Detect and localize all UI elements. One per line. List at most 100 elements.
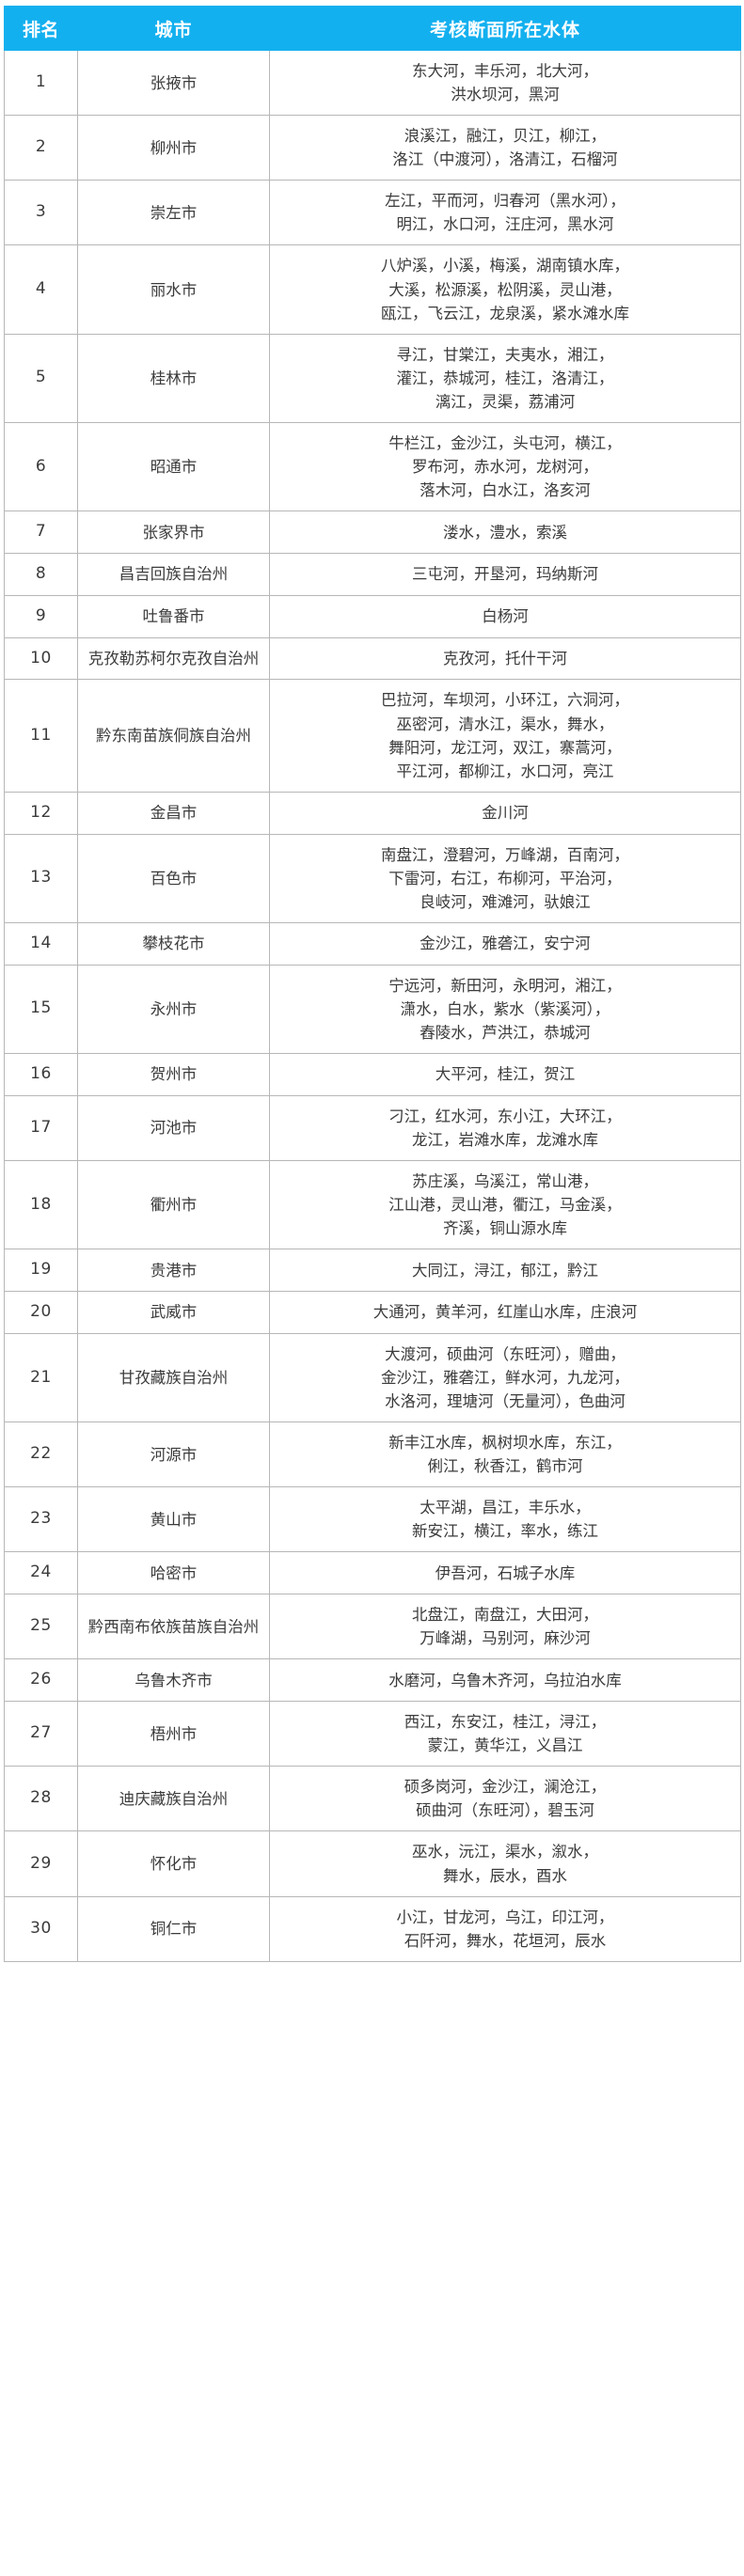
cell-water-bodies: 金川河	[269, 791, 741, 835]
cell-water-bodies: 水磨河，乌鲁木齐河，乌拉泊水库	[269, 1658, 741, 1703]
water-body-line: 水洛河，理塘河（无量河），色曲河	[385, 1391, 625, 1410]
cell-city: 哈密市	[77, 1551, 270, 1595]
cell-city: 贺州市	[77, 1052, 270, 1096]
cell-rank: 17	[4, 1094, 78, 1161]
header-row: 排名 城市 考核断面所在水体	[4, 6, 741, 51]
cell-water-bodies: 左江，平而河，归春河（黑水河）， 明江，水口河，汪庄河，黑水河	[269, 180, 741, 246]
cell-rank: 13	[4, 833, 78, 923]
cell-rank: 6	[4, 421, 78, 512]
cell-water-bodies: 西江，东安江，桂江，浔江， 蒙江，黄华江，义昌江	[269, 1701, 741, 1767]
water-body-line: 水磨河，乌鲁木齐河，乌拉泊水库	[388, 1671, 622, 1689]
cell-city: 吐鲁番市	[77, 594, 270, 638]
water-body-line: 大溪，松源溪，松阴溪，灵山港，	[388, 280, 622, 299]
table-row: 3 崇左市 左江，平而河，归春河（黑水河）， 明江，水口河，汪庄河，黑水河	[4, 180, 741, 246]
cell-rank: 23	[4, 1486, 78, 1553]
cell-city: 黄山市	[77, 1486, 270, 1553]
column-header-water-body: 考核断面所在水体	[269, 6, 741, 51]
cell-water-bodies: 硕多岗河，金沙江，澜沧江， 硕曲河（东旺河），碧玉河	[269, 1766, 741, 1832]
cell-city: 克孜勒苏柯尔克孜自治州	[77, 636, 270, 681]
table-row: 11 黔东南苗族侗族自治州 巴拉河，车坝河，小环江，六洞河， 巫密河，清水江，渠水，舞…	[4, 679, 741, 793]
water-body-line: 瓯江，飞云江，龙泉溪，紧水滩水库	[381, 304, 629, 322]
table-row: 25 黔西南布依族苗族自治州 北盘江，南盘江，大田河， 万峰湖，马别河，麻沙河	[4, 1594, 741, 1660]
cell-city: 百色市	[77, 833, 270, 923]
cell-rank: 18	[4, 1159, 78, 1250]
water-body-line: 刁江，红水河，东小江，大环江，	[388, 1107, 622, 1125]
cell-water-bodies: 寻江，甘棠江，夫夷水，湘江， 灌江，恭城河，桂江，洛清江， 漓江，灵渠，荔浦河	[269, 333, 741, 423]
water-body-line: 太平湖，昌江，丰乐水，	[419, 1499, 591, 1517]
cell-city: 怀化市	[77, 1830, 270, 1897]
cell-city: 昭通市	[77, 421, 270, 512]
cell-city: 柳州市	[77, 115, 270, 181]
cell-rank: 26	[4, 1658, 78, 1703]
table-row: 1 张掖市 东大河，丰乐河，北大河， 洪水坝河，黑河	[4, 49, 741, 117]
cell-water-bodies: 大渡河，硕曲河（东旺河），赠曲， 金沙江，雅砻江，鲜水河，九龙河， 水洛河，理塘河（…	[269, 1332, 741, 1423]
cell-water-bodies: 浪溪江，融江，贝江，柳江， 洛江（中渡河），洛清江，石榴河	[269, 115, 741, 181]
table-row: 27 梧州市 西江，东安江，桂江，浔江， 蒙江，黄华江，义昌江	[4, 1701, 741, 1767]
cell-rank: 16	[4, 1052, 78, 1096]
water-body-line: 克孜河，托什干河	[443, 650, 567, 668]
water-body-line: 舂陵水，芦洪江，恭城河	[419, 1023, 591, 1042]
table-row: 22 河源市 新丰江水库，枫树坝水库，东江， 俐江，秋香江，鹤市河	[4, 1422, 741, 1488]
table-row: 4 丽水市 八炉溪，小溪，梅溪，湖南镇水库， 大溪，松源溪，松阴溪，灵山港， 瓯江，飞云…	[4, 244, 741, 335]
cell-rank: 3	[4, 180, 78, 246]
cell-rank: 28	[4, 1766, 78, 1832]
water-body-line: 万峰湖，马别河，麻沙河	[419, 1629, 591, 1648]
water-body-line: 大通河，黄羊河，红崖山水库，庄浪河	[372, 1303, 638, 1322]
water-body-line: 江山港，灵山港，衢江，马金溪，	[388, 1195, 622, 1214]
cell-city: 武威市	[77, 1290, 270, 1334]
table-row: 28 迪庆藏族自治州 硕多岗河，金沙江，澜沧江， 硕曲河（东旺河），碧玉河	[4, 1766, 741, 1832]
table-row: 24 哈密市 伊吾河，石城子水库	[4, 1551, 741, 1595]
table-row: 6 昭通市 牛栏江，金沙江，头屯河，横江， 罗布河，赤水河，龙树河， 落木河，白水江，洛…	[4, 421, 741, 512]
water-body-line: 良岐河，难滩河，驮娘江	[419, 892, 591, 911]
water-body-line: 漓江，灵渠，荔浦河	[435, 392, 576, 411]
cell-city: 河源市	[77, 1422, 270, 1488]
table-row: 30 铜仁市 小江，甘龙河，乌江，印江河， 石阡河，舞水，花垣河，辰水	[4, 1895, 741, 1962]
cell-city: 迪庆藏族自治州	[77, 1766, 270, 1832]
cell-water-bodies: 太平湖，昌江，丰乐水， 新安江，横江，率水，练江	[269, 1486, 741, 1553]
cell-rank: 8	[4, 553, 78, 596]
water-body-line: 平江河，都柳江，水口河，亮江	[396, 762, 614, 780]
table-row: 23 黄山市 太平湖，昌江，丰乐水， 新安江，横江，率水，练江	[4, 1486, 741, 1553]
water-body-line: 龙江，岩滩水库，龙滩水库	[412, 1130, 598, 1149]
cell-water-bodies: 大同江，浔江，郁江，黔江	[269, 1249, 741, 1292]
table-row: 7 张家界市 溇水，澧水，索溪	[4, 510, 741, 554]
water-body-line: 苏庄溪，乌溪江，常山港，	[412, 1171, 598, 1190]
table-row: 21 甘孜藏族自治州 大渡河，硕曲河（东旺河），赠曲， 金沙江，雅砻江，鲜水河，九龙河…	[4, 1332, 741, 1423]
cell-city: 贵港市	[77, 1249, 270, 1292]
water-body-line: 石阡河，舞水，花垣河，辰水	[404, 1931, 607, 1950]
water-body-line: 潇水，白水，紫水（紫溪河），	[400, 999, 610, 1018]
cell-water-bodies: 苏庄溪，乌溪江，常山港， 江山港，灵山港，衢江，马金溪， 齐溪，铜山源水库	[269, 1159, 741, 1250]
cell-city: 永州市	[77, 964, 270, 1054]
water-body-line: 舞水，辰水，酉水	[443, 1866, 567, 1885]
cell-rank: 25	[4, 1594, 78, 1660]
water-body-line: 伊吾河，石城子水库	[435, 1563, 576, 1582]
water-body-line: 洪水坝河，黑河	[451, 86, 560, 104]
cell-city: 张掖市	[77, 49, 270, 117]
cell-water-bodies: 东大河，丰乐河，北大河， 洪水坝河，黑河	[269, 49, 741, 117]
cell-city: 昌吉回族自治州	[77, 553, 270, 596]
cell-rank: 9	[4, 594, 78, 638]
water-body-line: 浪溪江，融江，贝江，柳江，	[404, 127, 607, 146]
water-body-line: 硕曲河（东旺河），碧玉河	[416, 1801, 594, 1820]
table-row: 20 武威市 大通河，黄羊河，红崖山水库，庄浪河	[4, 1290, 741, 1334]
rank-table-wrapper: 排名 城市 考核断面所在水体 1 张掖市 东大河，丰乐河，北大河， 洪水坝河，黑河 2 柳…	[4, 6, 741, 1962]
cell-water-bodies: 白杨河	[269, 594, 741, 638]
cell-city: 衢州市	[77, 1159, 270, 1250]
cell-rank: 11	[4, 679, 78, 793]
water-body-line: 大平河，桂江，贺江	[435, 1065, 576, 1084]
water-body-line: 明江，水口河，汪庄河，黑水河	[396, 215, 614, 234]
cell-city: 金昌市	[77, 791, 270, 835]
cell-city: 河池市	[77, 1094, 270, 1161]
table-row: 15 永州市 宁远河，新田河，永明河，湘江， 潇水，白水，紫水（紫溪河）， 舂陵水，芦洪…	[4, 964, 741, 1054]
water-body-line: 灌江，恭城河，桂江，洛清江，	[396, 369, 614, 387]
cell-rank: 5	[4, 333, 78, 423]
cell-water-bodies: 小江，甘龙河，乌江，印江河， 石阡河，舞水，花垣河，辰水	[269, 1895, 741, 1962]
cell-rank: 24	[4, 1551, 78, 1595]
water-body-line: 新丰江水库，枫树坝水库，东江，	[388, 1434, 622, 1453]
cell-rank: 30	[4, 1895, 78, 1962]
water-body-line: 东大河，丰乐河，北大河，	[412, 62, 598, 80]
cell-water-bodies: 刁江，红水河，东小江，大环江， 龙江，岩滩水库，龙滩水库	[269, 1094, 741, 1161]
table-row: 10 克孜勒苏柯尔克孜自治州 克孜河，托什干河	[4, 636, 741, 681]
table-row: 26 乌鲁木齐市 水磨河，乌鲁木齐河，乌拉泊水库	[4, 1658, 741, 1703]
water-body-line: 北盘江，南盘江，大田河，	[412, 1606, 598, 1625]
